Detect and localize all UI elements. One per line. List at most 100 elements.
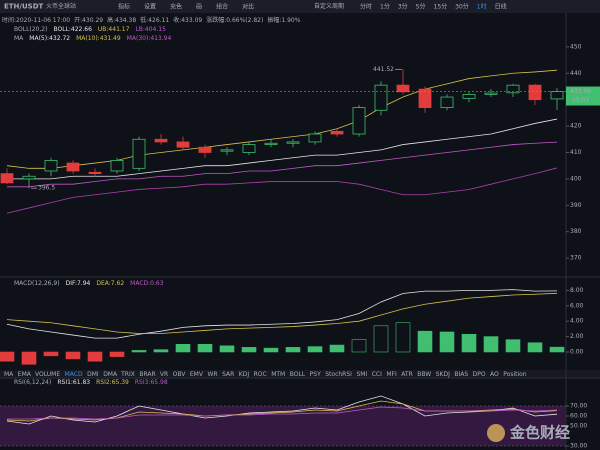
macd-bar: [505, 339, 521, 353]
tool[interactable]: 组合: [216, 2, 228, 10]
period[interactable]: 分时: [360, 2, 372, 10]
candle-body: [242, 144, 256, 153]
candle-body: [330, 130, 344, 135]
ma-item: MA: [14, 35, 24, 42]
candle-body: [88, 171, 102, 175]
period[interactable]: 30分: [455, 2, 469, 10]
macd-bar: [263, 347, 279, 353]
indicator-tab[interactable]: ROC: [254, 371, 267, 378]
indicator-tab[interactable]: PSY: [310, 371, 321, 378]
macd-bar: [549, 346, 565, 353]
boll-item-row: BOLL(20,2) BOLL:422.66 UB:441.17 LB:404.15: [14, 26, 166, 33]
ma-item: MA(30):413.94: [127, 35, 172, 42]
candle-body: [308, 133, 322, 143]
indicator-tab[interactable]: SKDJ: [436, 371, 450, 378]
indicator-tab[interactable]: MA: [4, 371, 14, 378]
indicator-tab[interactable]: ATR: [401, 371, 412, 378]
indicator-tab[interactable]: EMA: [18, 371, 32, 378]
boll-item: BOLL(20,2): [14, 26, 47, 33]
indicator-tab[interactable]: MFI: [386, 371, 397, 378]
rsi-item: RSI1:61.83: [57, 379, 90, 386]
period[interactable]: 日线: [495, 2, 507, 10]
macd-bar: [109, 351, 125, 357]
rsi-item-row: RSI(6,12,24) RSI1:61.83 RSI2:65.39 RSI3:65.…: [14, 379, 168, 386]
ma-item-row: MA MA(5):432.72 MA(10):431.49 MA(30):413.94: [14, 35, 171, 42]
y-tick-label: 410: [570, 149, 582, 156]
tool[interactable]: 对比: [242, 2, 254, 10]
tab-bar-bg: [0, 370, 600, 378]
candle-body: [264, 142, 278, 145]
macd-bar: [65, 351, 81, 360]
candle-body: [462, 93, 476, 99]
ma-item: MA(10):431.49: [76, 35, 121, 42]
macd-bar: [219, 345, 235, 353]
candle-body: [110, 160, 124, 172]
macd-bar: [197, 343, 213, 353]
tool[interactable]: 充色: [170, 2, 182, 10]
indicator-tab[interactable]: WR: [207, 371, 217, 378]
indicator-tab[interactable]: SMI: [356, 371, 367, 378]
last-price: 433.09: [570, 88, 591, 95]
y-tick-label: 380: [570, 228, 582, 235]
indicator-tab[interactable]: BBW: [417, 371, 431, 378]
symbol: ETH/USDT: [4, 3, 44, 11]
tool[interactable]: 画: [196, 3, 202, 10]
toolbar-bg: [0, 0, 600, 13]
candle-body: [154, 138, 168, 143]
indicator-tab[interactable]: DPO: [473, 371, 486, 378]
indicator-tab[interactable]: BRAR: [139, 371, 155, 378]
macd-bar: [461, 333, 477, 353]
y-tick-label: 30.00: [570, 443, 587, 450]
indicator-tab[interactable]: TRIX: [120, 371, 135, 378]
watermark: 金色财经: [509, 424, 570, 442]
period[interactable]: 1分: [380, 2, 390, 10]
indicator-tab[interactable]: DMA: [103, 371, 118, 378]
y-tick-label: 420: [570, 123, 582, 130]
indicator-line: [7, 141, 558, 188]
macd-bar: [241, 347, 257, 353]
info-item: 低:426.11: [140, 16, 169, 24]
watermark-logo: [487, 424, 505, 442]
info-item: 收:433.09: [173, 16, 202, 24]
indicator-tab[interactable]: KDJ: [239, 371, 250, 378]
period[interactable]: 1时: [477, 2, 487, 10]
macd-bar: [43, 351, 59, 357]
indicator-tab[interactable]: BOLL: [290, 371, 306, 378]
indicator-tab[interactable]: OBV: [173, 371, 187, 378]
info-item: 开:430.29: [74, 17, 103, 24]
indicator-tab[interactable]: SAR: [222, 371, 234, 378]
period[interactable]: 3分: [398, 2, 408, 10]
indicator-line: [7, 406, 558, 420]
indicator-tab[interactable]: VOLUME: [35, 371, 60, 378]
tool[interactable]: 指标: [118, 2, 130, 10]
indicator-tab[interactable]: MTM: [271, 371, 285, 378]
indicator-tab-row: MA EMA VOLUME MACD DMI DMA TRIX BRAR VR OBV EMV WR S…: [4, 371, 527, 378]
candle-body: [528, 84, 542, 101]
indicator-tab[interactable]: StochRSI: [325, 371, 352, 378]
indicator-tab[interactable]: EMV: [190, 371, 204, 378]
indicator-tab[interactable]: Position: [503, 371, 527, 378]
indicator-tab[interactable]: CCI: [372, 371, 382, 378]
indicator-tab[interactable]: VR: [160, 371, 168, 378]
tool-row: 指标 设置 充色 画 组合 对比: [118, 2, 254, 10]
rsi-item: RSI(6,12,24): [14, 379, 51, 386]
indicator-tab[interactable]: AO: [490, 371, 499, 378]
period[interactable]: 15分: [434, 2, 448, 10]
macd-bar: [21, 351, 37, 365]
info-item: 振幅:1.90%: [267, 16, 300, 24]
y-tick-label: 450: [570, 43, 582, 50]
info-item-row: 时间:2020-11-06 17:00 开:430.29 高:434.38 低:426…: [2, 16, 301, 24]
indicator-tab[interactable]: DMI: [87, 371, 99, 378]
rsi-item: RSI3:65.98: [135, 379, 168, 386]
candle-body: [440, 96, 454, 109]
indicator-line: [6, 395, 558, 425]
countdown: 05:07: [572, 97, 589, 104]
tool[interactable]: 设置: [144, 2, 156, 10]
indicator-tab[interactable]: BIAS: [454, 371, 468, 378]
period[interactable]: 5分: [416, 2, 426, 10]
candle-body: [176, 141, 190, 148]
indicator-line: [6, 69, 558, 169]
indicator-tab[interactable]: MACD: [65, 371, 83, 378]
custom-period[interactable]: 自定义周期: [314, 2, 344, 10]
